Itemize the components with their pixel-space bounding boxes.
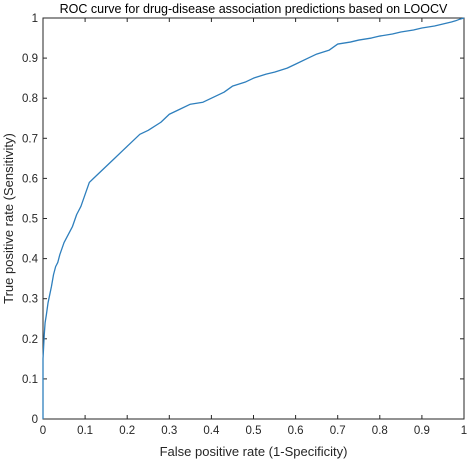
x-tick-label: 0.4	[203, 425, 220, 437]
x-tick-label: 0.5	[246, 425, 262, 437]
x-tick-label: 0.2	[119, 425, 135, 437]
y-tick-label: 0.7	[22, 133, 38, 145]
y-tick-label: 0.3	[22, 294, 38, 306]
x-tick-label: 0.3	[161, 425, 177, 437]
y-tick-label: 1	[32, 13, 38, 25]
y-tick-label: 0	[32, 414, 38, 426]
x-axis: 0 0.1 0.2 0.3 0.4 0.5 0.6 0.7 0.8 0.9 1	[40, 18, 467, 437]
x-tick-label: 0	[40, 425, 46, 437]
x-tick-label: 0.8	[372, 425, 388, 437]
y-tick-label: 0.2	[22, 334, 38, 346]
x-tick-label: 0.9	[414, 425, 430, 437]
y-tick-label: 0.8	[22, 93, 38, 105]
x-tick-label: 0.6	[288, 425, 304, 437]
y-tick-label: 0.5	[22, 214, 38, 226]
y-tick-label: 0.9	[22, 53, 38, 65]
x-axis-label: False positive rate (1-Specificity)	[160, 444, 348, 459]
roc-curve-line	[42, 17, 465, 419]
x-tick-label: 1	[461, 425, 467, 437]
y-tick-label: 0.1	[22, 374, 38, 386]
y-tick-label: 0.6	[22, 173, 38, 185]
x-tick-label: 0.7	[330, 425, 346, 437]
x-tick-label: 0.1	[77, 425, 93, 437]
chart-title: ROC curve for drug-disease association p…	[60, 2, 448, 16]
y-tick-label: 0.4	[22, 254, 39, 266]
y-axis: 0 0.1 0.2 0.3 0.4 0.5 0.6 0.7 0.8 0.9 1	[22, 13, 464, 426]
y-axis-label: True positive rate (Sensitivity)	[1, 133, 16, 304]
plot-area: 0 0.1 0.2 0.3 0.4 0.5 0.6 0.7 0.8 0.9 1 0 0.1 0.2 0.3…	[22, 13, 467, 437]
